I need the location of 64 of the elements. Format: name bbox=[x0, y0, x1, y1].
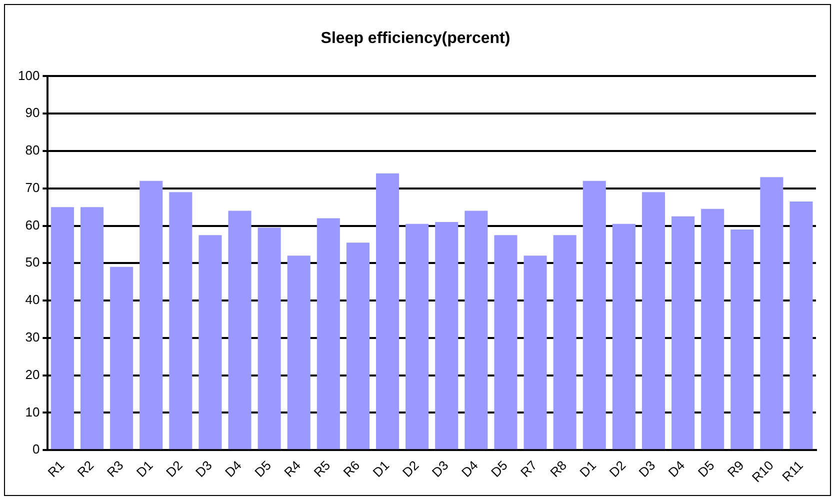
x-tick-label: D4 bbox=[665, 458, 688, 480]
x-tick-label: D3 bbox=[428, 458, 452, 480]
bar bbox=[553, 235, 576, 450]
x-tick-label: D5 bbox=[694, 458, 718, 480]
x-tick-label: D1 bbox=[133, 458, 156, 480]
x-tick-label: D4 bbox=[458, 458, 481, 480]
bar bbox=[790, 201, 813, 450]
x-tick-label: D2 bbox=[162, 458, 186, 480]
x-tick-label: D5 bbox=[252, 458, 274, 480]
x-tick-label: R2 bbox=[74, 458, 97, 480]
y-tick-label: 60 bbox=[25, 217, 40, 232]
bar bbox=[701, 208, 724, 450]
x-tick-label: D1 bbox=[576, 458, 600, 480]
x-tick-label: D3 bbox=[192, 458, 215, 480]
x-tick-label: R1 bbox=[44, 458, 68, 480]
bar bbox=[258, 228, 281, 450]
bar bbox=[316, 218, 340, 450]
bar bbox=[376, 173, 400, 450]
y-tick-label: 80 bbox=[25, 142, 40, 158]
y-tick-label: 0 bbox=[32, 442, 40, 457]
bar bbox=[346, 242, 370, 450]
bar bbox=[140, 180, 163, 450]
bar bbox=[110, 266, 134, 450]
y-tick-label: 30 bbox=[25, 330, 40, 345]
bar bbox=[582, 180, 606, 450]
y-tick-label: 20 bbox=[25, 366, 40, 382]
x-tick-label: R3 bbox=[104, 458, 126, 480]
x-tick-label: D2 bbox=[606, 458, 629, 480]
x-tick-label: D5 bbox=[488, 458, 510, 480]
bar bbox=[169, 192, 192, 450]
y-tick-label: 70 bbox=[25, 180, 40, 195]
bar bbox=[80, 207, 104, 450]
bar bbox=[464, 210, 488, 450]
y-tick-label: 40 bbox=[25, 292, 40, 308]
x-tick-label: D3 bbox=[636, 458, 658, 480]
x-tick-label: D2 bbox=[399, 458, 422, 480]
bar bbox=[228, 210, 252, 450]
x-tick-label: D1 bbox=[370, 458, 392, 480]
bar bbox=[612, 224, 636, 450]
x-tick-label: R11 bbox=[779, 458, 806, 484]
y-tick-label: 90 bbox=[25, 105, 40, 120]
bar bbox=[198, 235, 222, 450]
x-tick-label: R10 bbox=[748, 458, 776, 486]
bar bbox=[406, 224, 429, 450]
chart-title: Sleep efficiency(percent) bbox=[320, 30, 510, 48]
x-tick-label: R8 bbox=[547, 458, 570, 480]
x-tick-label: D4 bbox=[222, 458, 244, 480]
x-tick-label: R6 bbox=[340, 458, 363, 480]
bar bbox=[760, 177, 784, 450]
bar bbox=[494, 235, 518, 450]
bar bbox=[435, 222, 458, 450]
bar bbox=[50, 207, 74, 450]
x-tick-label: R5 bbox=[310, 458, 334, 480]
y-tick-label: 100 bbox=[18, 68, 40, 83]
bar bbox=[642, 192, 665, 450]
bar bbox=[730, 230, 754, 450]
x-tick-label: R9 bbox=[724, 458, 747, 480]
y-tick-label: 10 bbox=[25, 404, 40, 420]
x-tick-label: R4 bbox=[281, 458, 304, 480]
x-tick-label: R7 bbox=[518, 458, 540, 480]
bar bbox=[287, 256, 310, 450]
y-tick-label: 50 bbox=[25, 254, 40, 270]
bar bbox=[672, 216, 695, 450]
bar bbox=[524, 256, 547, 450]
